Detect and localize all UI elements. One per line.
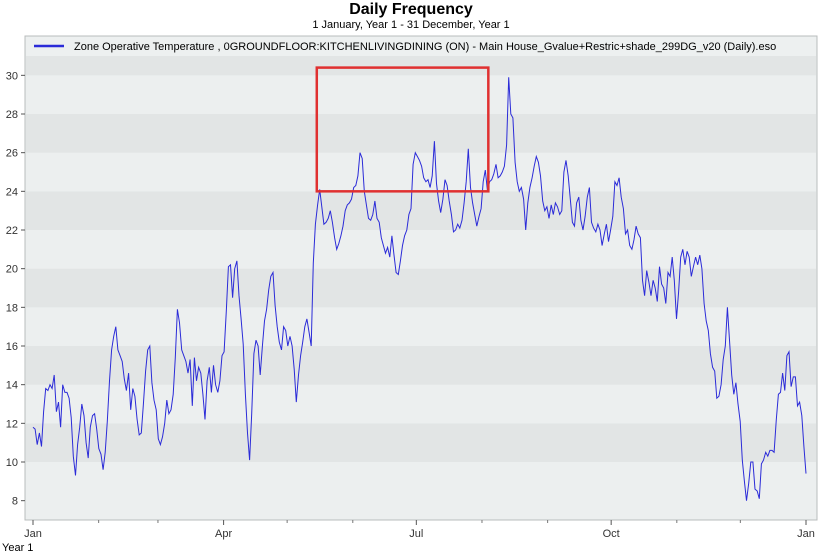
x-tick-label: Jan [24,528,42,540]
y-tick-label: 22 [6,225,18,237]
band [26,384,816,424]
y-tick-label: 20 [6,264,18,276]
year-label: Year 1 [2,542,34,554]
chart-subtitle: 1 January, Year 1 - 31 December, Year 1 [312,19,510,31]
y-tick-label: 12 [6,418,18,430]
band [26,114,816,153]
legend-background [26,37,816,56]
y-tick-label: 26 [6,148,18,160]
band [26,462,816,501]
band [26,152,816,192]
chart-title: Daily Frequency [349,1,473,18]
x-tick-label: Apr [215,528,232,540]
y-tick-label: 28 [6,109,18,121]
y-tick-label: 18 [6,302,18,314]
y-tick-label: 30 [6,70,18,82]
x-tick-label: Oct [603,528,620,540]
band [26,75,816,114]
y-axis: 8 10 12 14 16 18 20 22 24 26 28 30 [6,70,25,508]
y-tick-label: 16 [6,341,18,353]
highlight-box [315,66,490,193]
band [26,423,816,462]
band [26,56,816,76]
y-tick-label: 24 [6,186,18,198]
band [26,346,816,385]
y-tick-label: 8 [12,496,18,508]
series-line-zone-operative-temperature [32,77,807,501]
x-axis: Jan Apr Jul Oct Jan [24,520,815,540]
y-tick-label: 10 [6,457,18,469]
background-bands [26,37,816,501]
x-tick-label: Jul [409,528,423,540]
band [26,307,816,346]
band [26,268,816,308]
band [26,191,816,230]
y-tick-label: 14 [6,380,18,392]
x-tick-label: Jan [797,528,815,540]
legend: Zone Operative Temperature , 0GROUNDFLOO… [34,41,776,53]
legend-label: Zone Operative Temperature , 0GROUNDFLOO… [74,41,776,53]
